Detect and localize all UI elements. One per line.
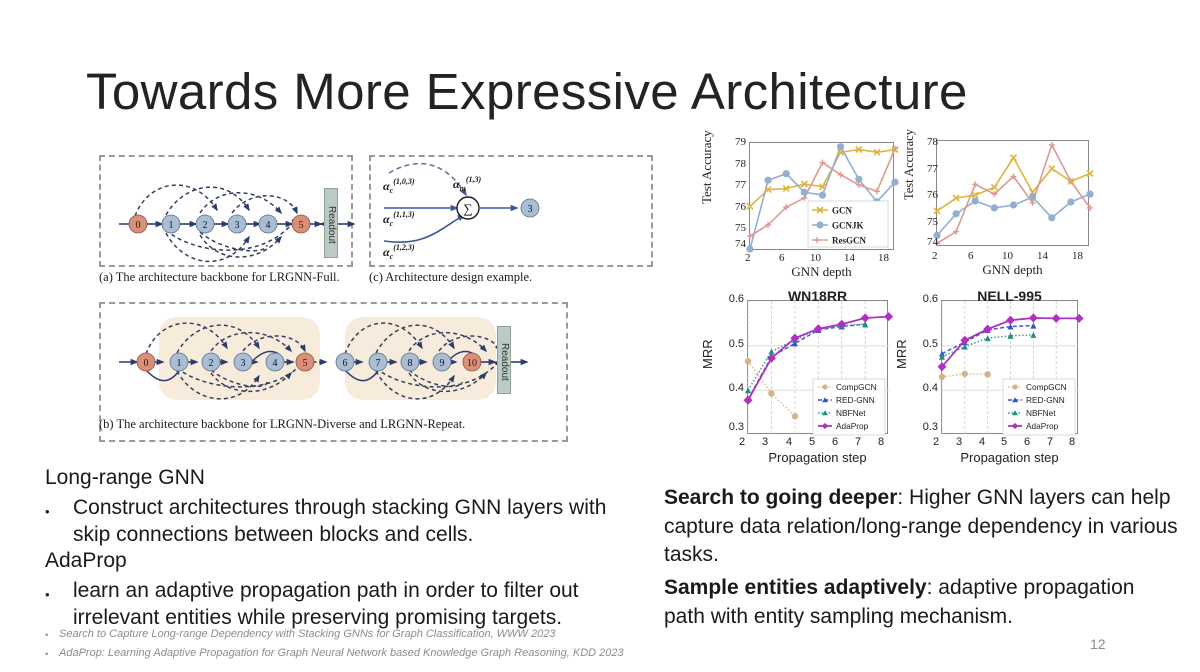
svg-text:αc(1,2,3): αc(1,2,3) <box>383 243 415 261</box>
svg-text:2: 2 <box>209 358 214 369</box>
svg-text:3: 3 <box>241 358 246 369</box>
svg-text:5: 5 <box>299 220 304 231</box>
svg-text:RED-GNN: RED-GNN <box>1026 395 1065 405</box>
svg-text:CompGCN: CompGCN <box>836 382 877 392</box>
svg-text:αm(1,3): αm(1,3) <box>453 175 482 193</box>
svg-text:9: 9 <box>440 358 445 369</box>
svg-text:0: 0 <box>144 358 149 369</box>
svg-text:RED-GNN: RED-GNN <box>836 395 875 405</box>
svg-text:4: 4 <box>266 220 271 231</box>
svg-text:∑: ∑ <box>463 201 472 216</box>
svg-text:8: 8 <box>408 358 413 369</box>
svg-text:NBFNet: NBFNet <box>1026 408 1056 418</box>
svg-text:2: 2 <box>203 220 208 231</box>
svg-text:1: 1 <box>169 220 174 231</box>
svg-text:AdaProp: AdaProp <box>836 421 869 431</box>
svg-text:1: 1 <box>177 358 182 369</box>
svg-text:GCNJK: GCNJK <box>832 221 864 231</box>
svg-text:4: 4 <box>273 358 278 369</box>
svg-text:αc(1,0,3): αc(1,0,3) <box>383 177 415 195</box>
svg-text:3: 3 <box>528 204 533 215</box>
svg-text:AdaProp: AdaProp <box>1026 421 1059 431</box>
svg-text:CompGCN: CompGCN <box>1026 382 1067 392</box>
svg-text:GCN: GCN <box>832 206 853 216</box>
svg-text:ResGCN: ResGCN <box>832 236 866 246</box>
svg-text:NBFNet: NBFNet <box>836 408 866 418</box>
svg-text:3: 3 <box>235 220 240 231</box>
svg-text:5: 5 <box>303 358 308 369</box>
svg-text:6: 6 <box>343 358 348 369</box>
svg-text:αc(1,1,3): αc(1,1,3) <box>383 210 415 228</box>
svg-text:7: 7 <box>376 358 381 369</box>
svg-text:10: 10 <box>467 358 477 369</box>
svg-text:0: 0 <box>136 220 141 231</box>
